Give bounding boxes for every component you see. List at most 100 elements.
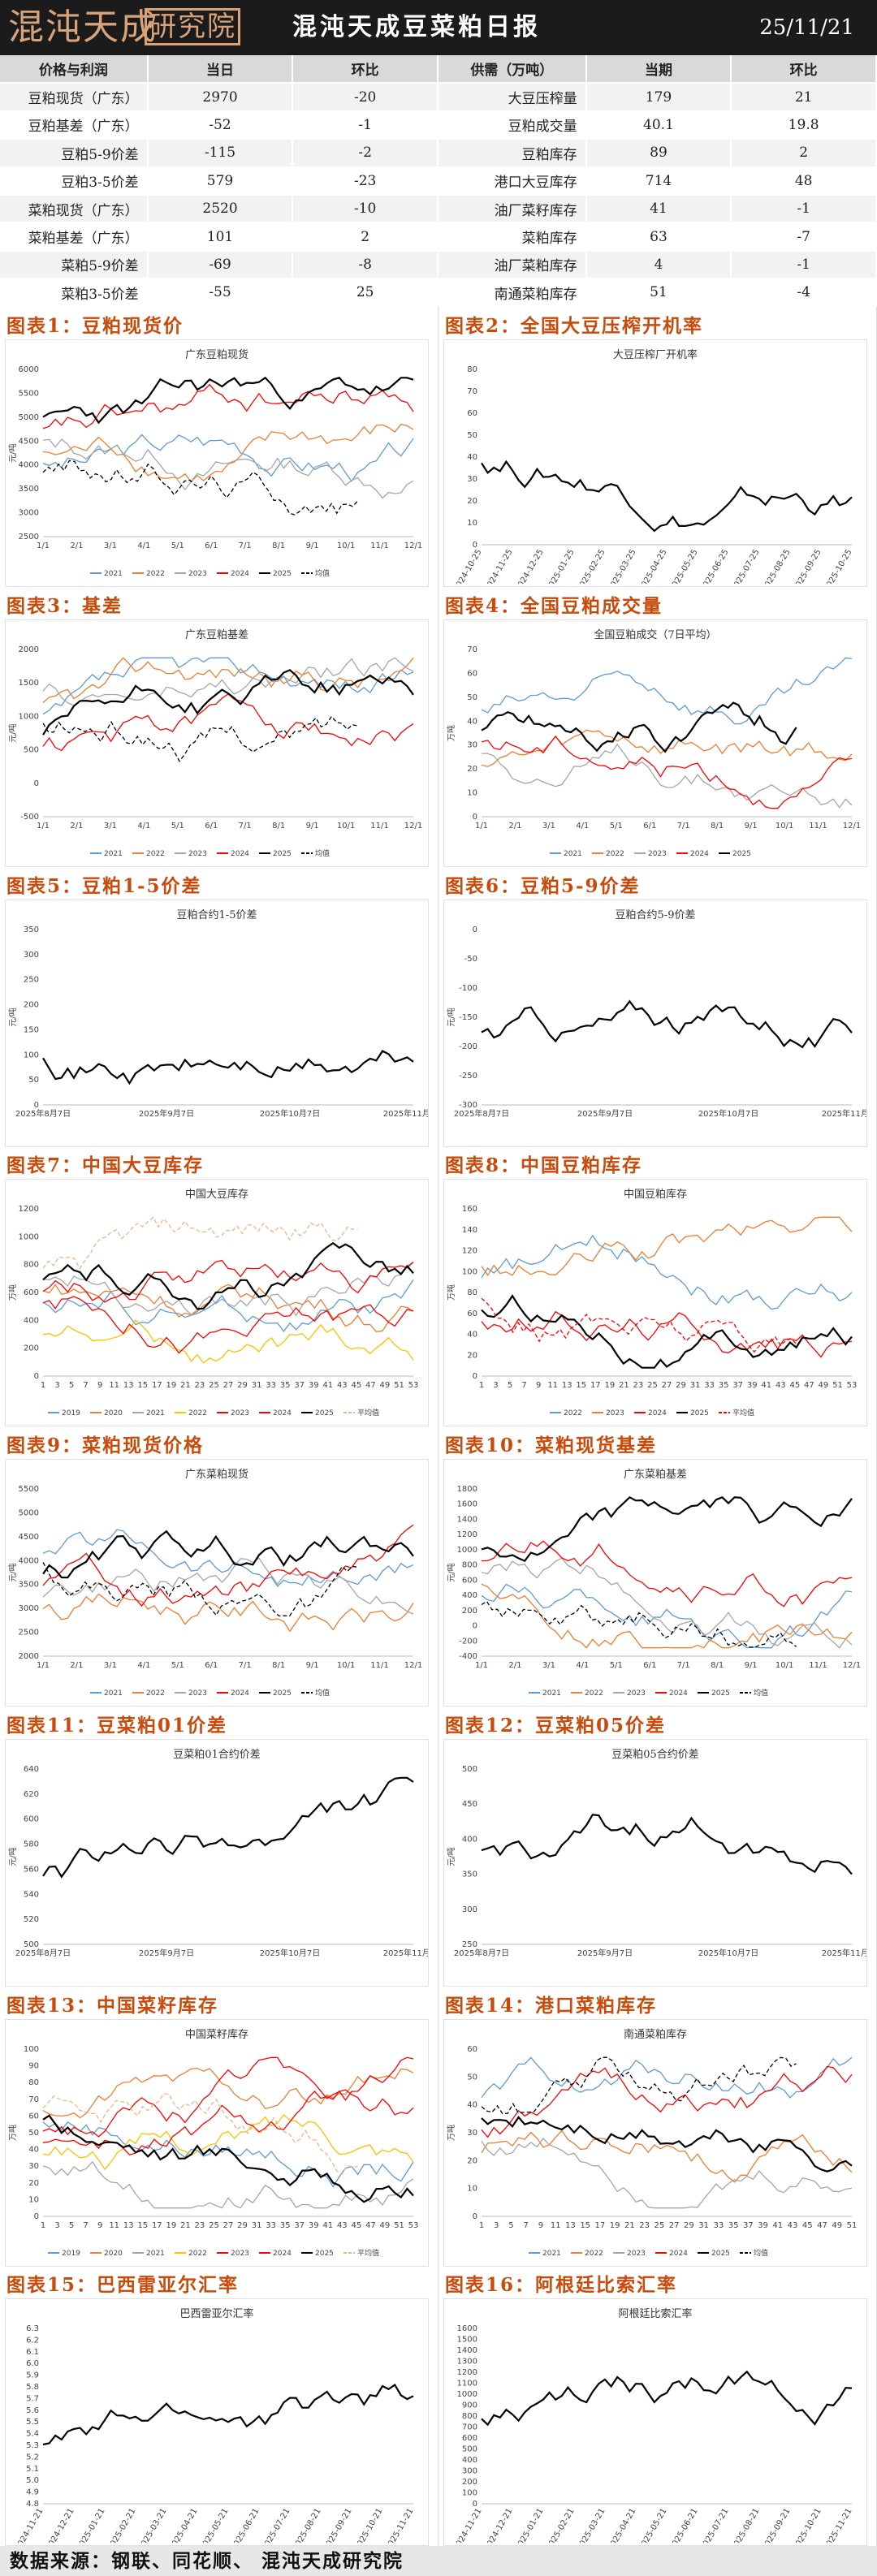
x-tick-label: 9/1 (745, 822, 758, 831)
x-tick-label: 41 (322, 1381, 333, 1390)
chart-svg: 豆菜粕01合约价差 500 520 540 560 580 600 620 640 元/吨 2025… (7, 1749, 428, 1958)
y-tick-label: 520 (24, 1915, 39, 1924)
current-value: 51 (585, 278, 732, 308)
legend-label: 2025 (273, 570, 292, 578)
x-tick-label: 29 (237, 1381, 248, 1390)
chart-title: 阿根廷比索汇率 (618, 2307, 692, 2320)
series-line (481, 1583, 853, 1649)
company-logo: 混沌天成 研究院 (5, 5, 242, 50)
x-tick-label: 29 (676, 1381, 686, 1390)
series-line (481, 2370, 853, 2427)
x-tick-label: 2024-12-21 (483, 2507, 515, 2543)
series-line (481, 2137, 853, 2208)
y-tick-label: 150 (24, 1025, 39, 1034)
series-line (42, 2093, 358, 2175)
series-line (42, 693, 414, 751)
y-tick-label: 250 (24, 975, 39, 984)
row-label: 豆粕3-5价差 (0, 166, 149, 196)
x-tick-label: 8/1 (272, 542, 285, 550)
legend-label: 2025 (273, 1689, 292, 1698)
y-tick-label: 800 (462, 2412, 477, 2421)
change-value: 48 (731, 166, 877, 196)
x-tick-label: 47 (817, 2221, 827, 2230)
x-tick-label: 3/1 (104, 1661, 117, 1670)
supply-table-row: 油厂菜粕库存 4 -1 (438, 250, 877, 280)
change-value: -23 (292, 166, 438, 196)
chart-cell-5: 图表5：豆粕1-5价差 豆粕合约1-5价差 0 50 100 150 200 250 300 35… (0, 866, 438, 1151)
y-tick-label: 0 (34, 1101, 39, 1110)
x-tick-label: 31 (252, 1381, 262, 1390)
y-tick-label: -100 (459, 984, 477, 993)
chart-frame: 豆粕合约1-5价差 0 50 100 150 200 250 300 350 元/吨 2025年8月… (5, 899, 429, 1147)
series-line (481, 1540, 853, 1607)
y-tick-label: 580 (24, 1840, 39, 1849)
y-tick-label: 5.8 (26, 2383, 39, 2392)
y-tick-label: 50 (467, 431, 477, 440)
x-tick-label: 51 (832, 1381, 843, 1390)
x-tick-label: 31 (698, 2221, 709, 2230)
x-tick-label: 33 (266, 1381, 276, 1390)
series-line (481, 1600, 797, 1649)
x-tick-label: 12/1 (843, 1661, 861, 1670)
chart-frame: 中国菜籽库存 0 10 20 30 40 50 60 70 80 90 100 万吨 1 3 5 7 9 11 13 1… (5, 2018, 429, 2267)
y-tick-label: 1200 (457, 1530, 477, 1539)
change-value: -1 (292, 110, 438, 140)
row-label: 港口大豆库存 (438, 166, 587, 196)
y-tick-label: 1000 (19, 712, 39, 721)
row-label: 菜粕基差（广东） (0, 222, 149, 252)
y-tick-label: 5.1 (26, 2465, 39, 2474)
x-tick-label: 5 (508, 1381, 512, 1390)
x-tick-label: 53 (408, 1381, 419, 1390)
y-tick-label: 2500 (19, 1629, 39, 1638)
x-tick-label: 53 (847, 1381, 858, 1390)
x-tick-label: 5/1 (171, 822, 184, 831)
x-tick-label: 1/1 (475, 822, 488, 831)
series-line (481, 2056, 797, 2114)
legend-label: 2021 (146, 2250, 165, 2258)
y-tick-label: 2000 (19, 1652, 39, 1661)
y-tick-label: 50 (467, 2073, 477, 2082)
y-tick-label: 2500 (19, 533, 39, 542)
x-tick-label: 37 (743, 2221, 754, 2230)
series-line (42, 2384, 414, 2446)
legend-label: 2024 (648, 1409, 667, 1417)
legend-label: 2021 (146, 1409, 165, 1417)
y-tick-label: 20 (467, 1352, 477, 1361)
chart-frame: 豆菜粕05合约价差 250 300 350 400 450 500 元/吨 2025年8月7日 2… (443, 1738, 867, 1987)
y-tick-label: 1800 (457, 1485, 477, 1494)
chart-label: 图表12：豆菜粕05价差 (445, 1714, 667, 1737)
legend-label: 2025 (315, 2250, 334, 2258)
chart-frame: 中国大豆库存 0 200 400 600 800 1000 1200 万吨 1 3 5 7 9 11 13 15… (5, 1179, 429, 1427)
row-label: 豆粕库存 (438, 139, 587, 168)
change-value: -10 (292, 194, 438, 224)
x-tick-label: 2025-05-21 (199, 2507, 231, 2543)
row-label: 菜粕库存 (438, 222, 587, 252)
y-tick-label: 10 (467, 2184, 477, 2193)
x-tick-label: 37 (294, 1381, 305, 1390)
x-tick-label: 6/1 (205, 542, 218, 550)
x-tick-label: 3 (54, 1381, 59, 1390)
x-tick-label: 2025-01-25 (545, 548, 577, 584)
y-tick-label: 5.2 (26, 2453, 39, 2462)
x-tick-label: 2025年9月7日 (139, 1108, 194, 1119)
y-axis-label: 元/吨 (446, 1563, 456, 1581)
chart-cell-6: 图表6：豆粕5-9价差 豆粕合约5-9价差 -300 -250 -200 -150 -100… (438, 866, 877, 1151)
chart-frame: 南通菜粕库存 0 10 20 30 40 50 60 万吨 1 3 5 7 9 11 13 15 17 19 21 23… (443, 2018, 867, 2267)
x-tick-label: 3 (494, 2221, 499, 2230)
row-label: 南通菜粕库存 (438, 278, 587, 308)
y-tick-label: 5.9 (26, 2371, 39, 2380)
x-tick-label: 11/1 (370, 1661, 388, 1670)
chart-label: 图表1：豆粕现货价 (6, 315, 184, 337)
y-tick-label: 300 (24, 950, 39, 959)
x-tick-label: 2025年10月7日 (698, 1948, 759, 1958)
report-date: 25/11/21 (759, 15, 854, 40)
chart-title: 全国豆粕成交（7日平均） (594, 628, 716, 641)
x-tick-label: 51 (847, 2221, 858, 2230)
change-value: 21 (731, 83, 877, 112)
current-value: 579 (147, 166, 294, 196)
y-tick-label: 40 (467, 2100, 477, 2109)
x-tick-label: 1/1 (37, 1661, 50, 1670)
x-tick-label: 27 (662, 1381, 672, 1390)
x-tick-label: 5/1 (610, 1661, 623, 1670)
y-tick-label: 400 (24, 1317, 39, 1326)
